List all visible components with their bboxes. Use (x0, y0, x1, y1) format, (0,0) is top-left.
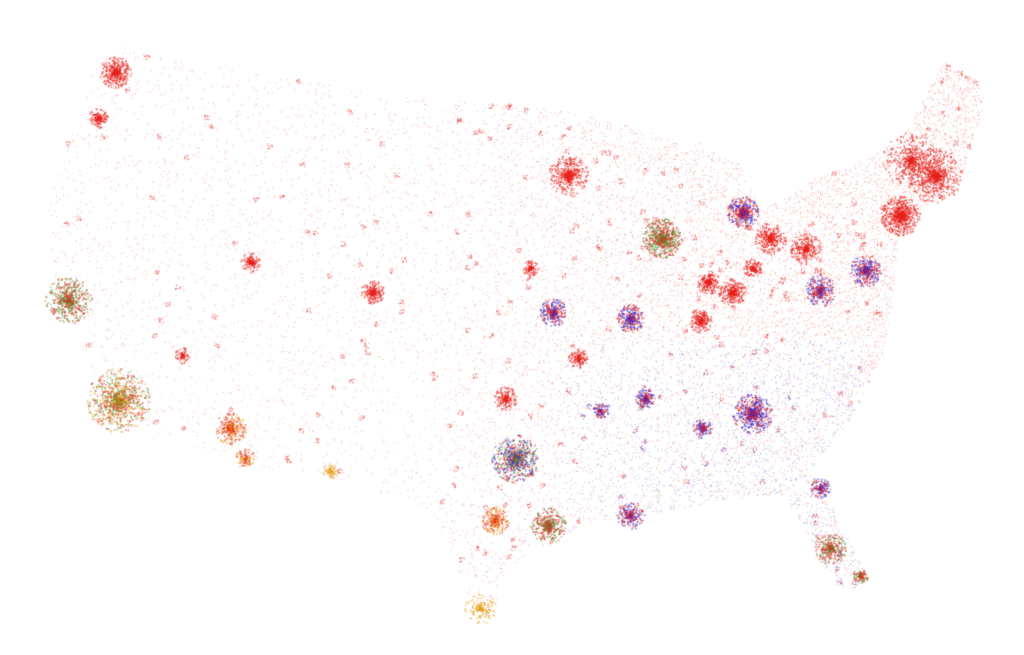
dot-density-map (0, 0, 1024, 655)
